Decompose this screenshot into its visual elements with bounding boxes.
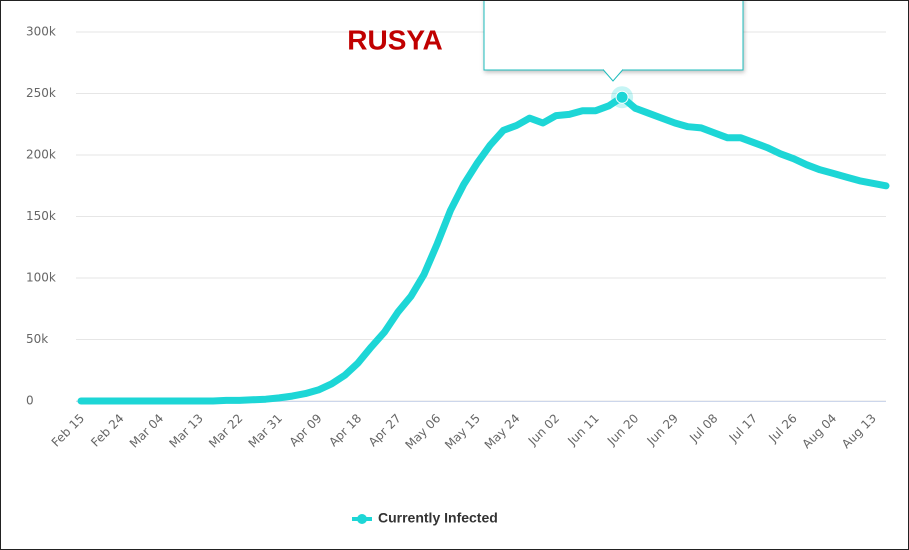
x-tick-label: Apr 09: [287, 411, 325, 449]
x-tick-label: May 15: [442, 411, 483, 452]
x-tick-label: Aug 04: [799, 411, 839, 451]
legend-symbol-marker: [357, 514, 367, 524]
x-tick-label: Jul 08: [686, 411, 720, 445]
x-tick-label: Mar 22: [206, 411, 245, 450]
x-tick-label: Mar 31: [246, 411, 285, 450]
legend-item: Currently Infected: [352, 510, 498, 526]
y-tick-label: 250k: [26, 86, 56, 100]
y-tick-label: 150k: [26, 209, 56, 223]
x-tick-label: Aug 13: [839, 411, 879, 451]
legend-label: Currently Infected: [378, 510, 498, 526]
x-tick-label: Feb 15: [49, 411, 87, 449]
x-tick-label: Apr 18: [326, 411, 364, 449]
tooltip-pointer: [602, 69, 624, 82]
x-tick-label: May 06: [402, 411, 443, 452]
x-tick-label: Jun 02: [525, 411, 562, 448]
x-tick-label: Jun 20: [604, 411, 641, 448]
x-tick-label: Jul 17: [726, 411, 760, 445]
x-tick-label: Apr 27: [366, 411, 404, 449]
x-tick-label: Jul 26: [765, 411, 799, 445]
data-line: [77, 93, 890, 405]
x-tick-label: Mar 13: [166, 411, 205, 450]
x-tick-label: May 24: [482, 411, 523, 452]
x-tick-label: Jun 11: [564, 411, 601, 448]
y-tick-label: 100k: [26, 271, 56, 285]
x-tick-label: Feb 24: [88, 411, 126, 449]
x-tick-label: Mar 04: [127, 411, 166, 450]
y-tick-label: 0: [26, 394, 34, 408]
hover-marker: [615, 90, 629, 104]
x-tick-label: Jun 29: [644, 411, 681, 448]
y-tick-label: 200k: [26, 148, 56, 162]
chart-title: RUSYA: [347, 24, 442, 55]
y-tick-label: 300k: [26, 25, 56, 39]
tooltip-box: [483, 1, 744, 71]
y-tick-label: 50k: [26, 332, 48, 346]
